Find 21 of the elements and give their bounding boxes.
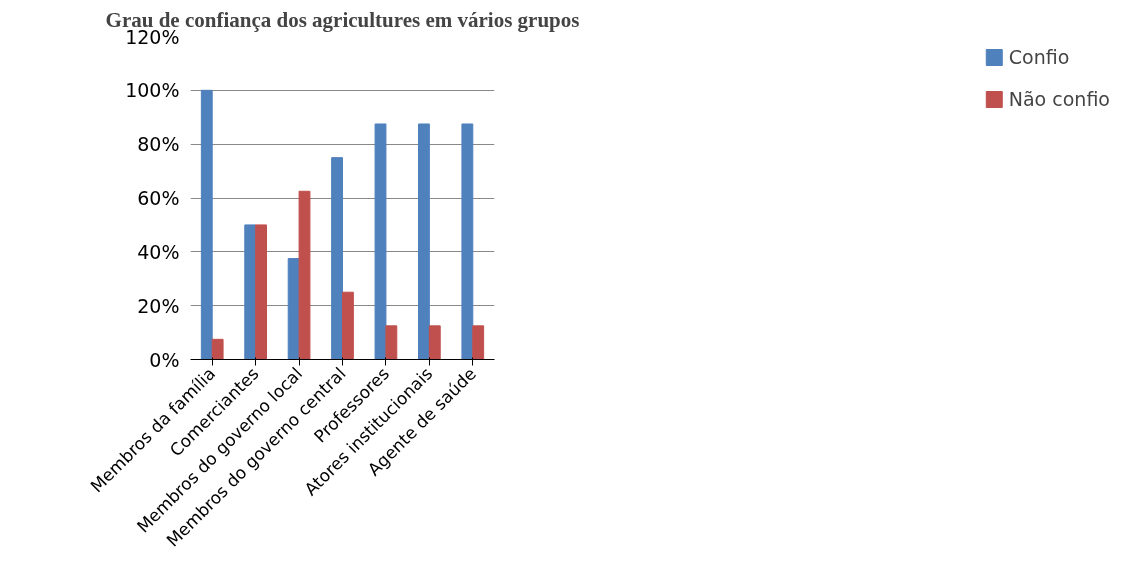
y-tick-label: 20% [137,294,180,317]
bar [331,157,343,360]
bar [461,123,474,360]
bar [342,291,354,360]
bar [255,224,267,360]
legend-label: Confio [1008,46,1070,68]
y-tick-label: 80% [137,133,180,156]
y-tick-label: 100% [125,79,180,102]
y-tick-label: 0% [149,348,180,371]
bar [298,190,311,360]
bar [418,123,430,360]
bar [244,224,257,360]
legend-label: Não confio [1008,88,1110,110]
bar [211,338,224,360]
y-tick-label: 40% [137,240,180,263]
bar [385,325,398,360]
bar [200,89,213,360]
y-tick-label: 60% [137,187,180,209]
bar [472,325,485,360]
bar [374,123,387,360]
bar [428,325,441,360]
